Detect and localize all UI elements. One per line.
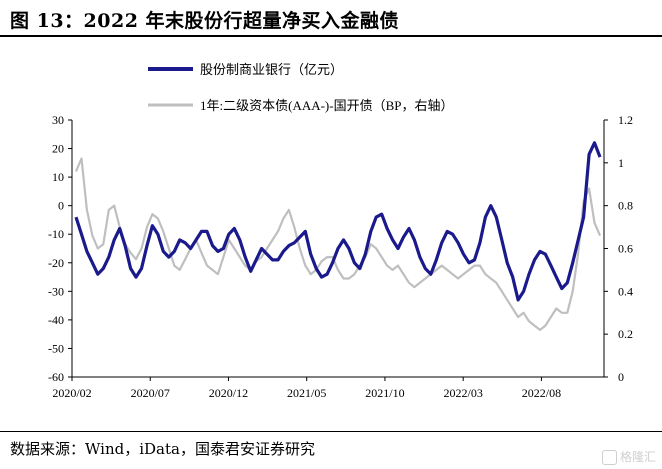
right-tick-label: 0.4 [618, 284, 633, 298]
figure-title: 图 13：2022 年末股份行超量净买入金融债 [10, 10, 400, 32]
right-tick-label: 1 [618, 156, 624, 170]
left-tick-label: 0 [58, 199, 64, 213]
line-chart: 股份制商业银行（亿元） 1年:二级资本债(AAA-)-国开债（BP，右轴） 30 2… [48, 62, 633, 400]
left-tick-label: -40 [48, 313, 64, 327]
chart-lines [74, 141, 602, 331]
x-tick-label: 2020/02 [52, 386, 91, 400]
x-tick-label: 2021/10 [365, 386, 404, 400]
watermark: 格隆汇 [601, 448, 656, 465]
legend-label: 股份制商业银行（亿元） [200, 62, 343, 77]
x-tick-label: 2022/03 [444, 386, 483, 400]
left-tick-label: -10 [48, 227, 64, 241]
right-tick-label: 0.8 [618, 199, 633, 213]
left-tick-label: -60 [48, 370, 64, 384]
left-tick-label: -30 [48, 284, 64, 298]
chart-axes: 30 20 10 0 -10 -20 -30 -40 -50 -60 1.2 1 0.8 0.6 0.4 0.… [48, 113, 633, 400]
left-tick-label: 30 [52, 113, 64, 127]
right-tick-label: 0.6 [618, 242, 633, 256]
legend-label: 1年:二级资本债(AAA-)-国开债（BP，右轴） [200, 98, 454, 113]
left-tick-label: 10 [52, 170, 64, 184]
right-tick-label: 0.2 [618, 327, 633, 341]
x-tick-label: 2022/08 [522, 386, 561, 400]
series-line-spread [74, 157, 602, 331]
x-tick-label: 2021/05 [287, 386, 326, 400]
watermark-text: 格隆汇 [619, 450, 656, 464]
title-divider [0, 35, 662, 37]
right-tick-label: 0 [618, 370, 624, 384]
right-tick-label: 1.2 [618, 113, 633, 127]
left-tick-label: -20 [48, 256, 64, 270]
source-note: 数据来源：Wind，iData，国泰君安证券研究 [10, 440, 315, 458]
x-tick-label: 2020/12 [209, 386, 248, 400]
x-tick-label: 2020/07 [131, 386, 170, 400]
left-tick-label: -50 [48, 341, 64, 355]
left-tick-label: 20 [52, 142, 64, 156]
source-divider [0, 431, 662, 432]
chart-legend: 股份制商业银行（亿元） 1年:二级资本债(AAA-)-国开债（BP，右轴） [148, 62, 454, 113]
series-line-joint-stock-banks [74, 141, 602, 302]
watermark-logo-icon [601, 450, 617, 465]
